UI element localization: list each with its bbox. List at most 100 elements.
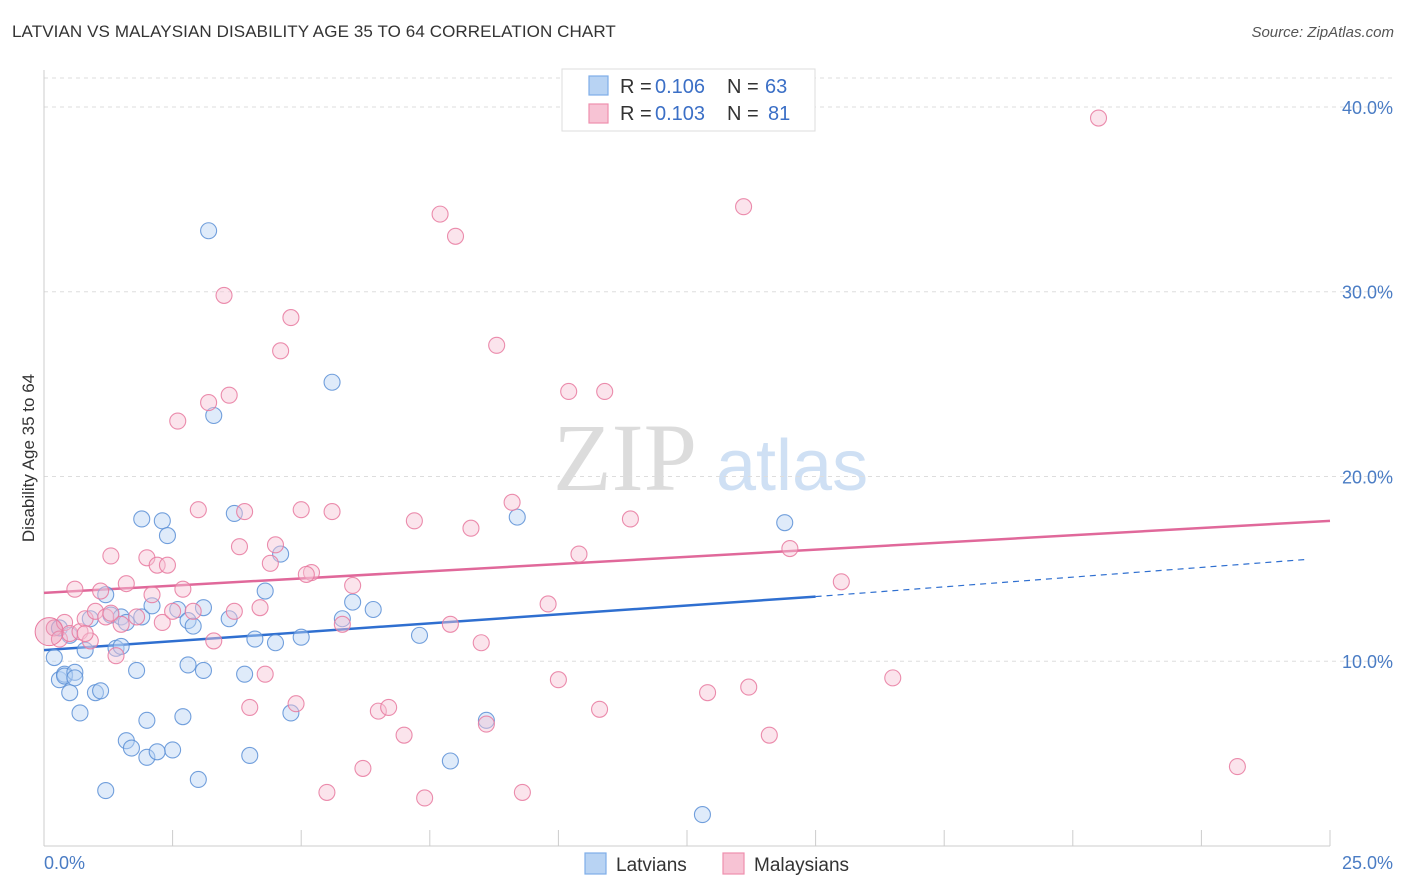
point-latvians — [266, 634, 285, 652]
point-malaysians — [56, 613, 74, 631]
point-cluster — [34, 617, 64, 647]
point-latvians — [344, 593, 362, 611]
point-malaysians — [560, 382, 578, 401]
point-malaysians — [503, 493, 521, 511]
y-tick-label: 30.0% — [1342, 283, 1393, 303]
point-malaysians — [1089, 109, 1108, 127]
point-malaysians — [184, 602, 202, 620]
point-latvians — [92, 682, 110, 700]
y-tick-label: 40.0% — [1342, 98, 1393, 118]
y-axis-label: Disability Age 35 to 64 — [19, 374, 38, 542]
point-latvians — [256, 582, 274, 600]
point-latvians — [364, 600, 382, 619]
point-latvians — [133, 608, 151, 626]
point-latvians — [205, 406, 223, 425]
chart-title: LATVIAN VS MALAYSIAN DISABILITY AGE 35 T… — [12, 22, 616, 41]
trend-latvians — [43, 595, 816, 652]
point-malaysians — [549, 671, 567, 689]
point-malaysians — [405, 512, 423, 530]
bottom-legend-latvians: Latvians — [616, 855, 687, 876]
x-tick-label-min: 0.0% — [44, 853, 85, 873]
point-malaysians — [153, 613, 171, 631]
point-malaysians — [760, 726, 778, 744]
y-tick-label: 10.0% — [1342, 652, 1393, 672]
point-malaysians — [699, 684, 717, 702]
bottom-legend-swatch-latvians — [584, 852, 607, 875]
point-latvians — [776, 514, 794, 532]
point-malaysians — [174, 580, 192, 598]
point-malaysians — [215, 286, 233, 304]
point-latvians — [133, 510, 151, 528]
point-malaysians — [50, 630, 68, 648]
point-malaysians — [117, 575, 135, 593]
bottom-legend-swatch-malaysians — [722, 852, 745, 875]
point-malaysians — [272, 342, 290, 360]
gridlines — [44, 77, 1393, 662]
point-malaysians — [220, 386, 238, 404]
point-malaysians — [431, 205, 449, 223]
point-malaysians — [251, 599, 269, 617]
point-malaysians — [539, 595, 557, 613]
point-malaysians — [148, 556, 166, 574]
point-malaysians — [591, 700, 609, 718]
point-malaysians — [596, 382, 614, 401]
point-malaysians — [256, 665, 274, 683]
point-malaysians — [102, 604, 120, 622]
point-latvians — [76, 641, 94, 659]
legend-swatch-malaysians — [588, 103, 609, 124]
point-malaysians — [740, 678, 758, 696]
point-malaysians — [225, 602, 243, 620]
trend-lines — [43, 519, 1331, 652]
point-latvians — [225, 504, 243, 522]
legend-n-label-latvians: N = — [727, 76, 759, 98]
point-latvians — [66, 663, 84, 681]
point-malaysians — [513, 783, 531, 801]
point-malaysians — [143, 586, 161, 604]
legend-n-malaysians: 81 — [768, 103, 790, 125]
x-tick-marks — [43, 830, 1331, 846]
legend-r-latvians: 0.106 — [655, 76, 705, 98]
y-tick-label: 20.0% — [1342, 467, 1393, 487]
point-malaysians — [354, 759, 372, 777]
point-latvians — [174, 708, 192, 726]
point-latvians — [189, 770, 207, 789]
point-malaysians — [102, 547, 120, 565]
point-malaysians — [205, 632, 223, 650]
point-malaysians — [472, 634, 490, 652]
source-credit: Source: ZipAtlas.com — [1251, 24, 1394, 41]
point-malaysians — [287, 695, 305, 713]
point-malaysians — [441, 615, 459, 633]
point-malaysians — [282, 309, 300, 327]
point-latvians — [122, 739, 140, 757]
bottom-legend-malaysians: Malaysians — [754, 855, 849, 876]
point-latvians — [138, 748, 156, 766]
point-malaysians — [318, 783, 336, 801]
x-tick-label-max: 25.0% — [1342, 853, 1393, 873]
data-points — [34, 109, 1246, 824]
point-latvians — [246, 630, 264, 648]
legend-n-latvians: 63 — [765, 76, 787, 98]
point-latvians — [236, 665, 254, 683]
point-malaysians — [570, 545, 588, 563]
watermark-atlas: atlas — [716, 426, 868, 506]
point-malaysians — [832, 573, 850, 591]
point-latvians — [194, 599, 213, 617]
point-latvians — [97, 782, 115, 800]
legend-n-label-malaysians: N = — [727, 103, 759, 125]
point-malaysians — [92, 582, 110, 600]
point-malaysians — [1228, 758, 1246, 776]
point-malaysians — [297, 565, 315, 583]
legend-swatch-latvians — [588, 75, 609, 96]
point-malaysians — [66, 580, 84, 598]
point-malaysians — [416, 789, 434, 807]
point-malaysians — [380, 698, 398, 716]
series-legend: Latvians Malaysians — [584, 852, 849, 876]
point-malaysians — [61, 624, 79, 643]
point-latvians — [158, 527, 177, 545]
point-malaysians — [169, 412, 187, 430]
point-latvians — [184, 617, 202, 635]
stats-legend: R = 0.106 N = 63 R = 0.103 N = 81 — [561, 68, 816, 132]
point-latvians — [410, 626, 429, 644]
point-malaysians — [112, 615, 130, 633]
point-malaysians — [477, 715, 495, 733]
